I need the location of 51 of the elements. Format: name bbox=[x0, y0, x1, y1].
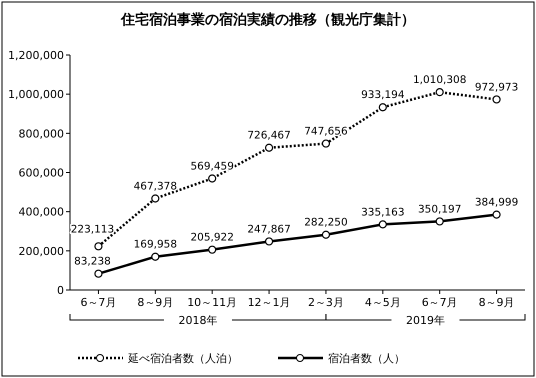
text: 2019年 bbox=[406, 314, 445, 327]
point bbox=[264, 237, 274, 246]
data-label: 169,958 bbox=[134, 238, 178, 251]
legend-label: 宿泊者数（人） bbox=[328, 352, 405, 365]
x-tick-label: 10～11月 bbox=[187, 296, 238, 309]
y-tick-label: 800,000 bbox=[18, 127, 64, 140]
y-tick-label: 0 bbox=[57, 284, 64, 297]
point bbox=[322, 139, 330, 148]
text: 2018年 bbox=[178, 314, 218, 327]
data-label: 350,197 bbox=[418, 203, 462, 216]
point bbox=[94, 270, 103, 278]
data-label: 335,163 bbox=[361, 206, 405, 218]
point bbox=[436, 217, 444, 226]
x-tick-label: 8～9月 bbox=[478, 296, 515, 309]
y-tick-label: 200,000 bbox=[18, 244, 64, 258]
point bbox=[492, 210, 501, 219]
point bbox=[264, 144, 274, 152]
legend-label: 延べ宿泊者数（人泊） bbox=[127, 352, 238, 365]
data-label: 1,010,308 bbox=[412, 74, 466, 86]
point bbox=[151, 252, 160, 261]
point bbox=[492, 95, 501, 104]
point bbox=[378, 103, 387, 112]
point bbox=[208, 174, 216, 183]
data-label: 205,922 bbox=[190, 232, 234, 244]
point bbox=[208, 246, 216, 254]
point bbox=[378, 220, 387, 228]
y-tick-label: 600,000 bbox=[18, 166, 64, 180]
point bbox=[322, 230, 330, 239]
x-tick-label: 6～7月 bbox=[422, 296, 458, 309]
y-tick-label: 400,000 bbox=[18, 206, 64, 219]
y-tick-label: 1,200,000 bbox=[8, 49, 64, 62]
x-tick-label: 6～7月 bbox=[80, 296, 116, 309]
point bbox=[94, 242, 103, 250]
x-tick-label: 8～9月 bbox=[137, 296, 174, 309]
chart-title: 住宅宿泊事業の宿泊実績の推移（観光庁集計） bbox=[120, 11, 415, 28]
x-tick-label: 4～5月 bbox=[364, 296, 401, 309]
data-label: 467,378 bbox=[134, 180, 178, 192]
data-label: 282,250 bbox=[304, 216, 348, 229]
x-tick-label: 12～1月 bbox=[248, 296, 291, 309]
point bbox=[151, 194, 160, 203]
x-tick-label: 2～3月 bbox=[308, 296, 344, 309]
data-label: 933,194 bbox=[361, 89, 405, 102]
data-label: 247,867 bbox=[247, 223, 291, 236]
data-label: 83,238 bbox=[74, 256, 111, 268]
data-label: 726,467 bbox=[247, 130, 291, 142]
data-label: 569,459 bbox=[190, 160, 234, 172]
data-label: 384,999 bbox=[474, 196, 518, 209]
y-tick-label: 1,000,000 bbox=[8, 88, 64, 102]
data-label: 972,973 bbox=[474, 81, 518, 94]
data-label: 223,113 bbox=[70, 223, 114, 236]
point bbox=[436, 88, 444, 96]
